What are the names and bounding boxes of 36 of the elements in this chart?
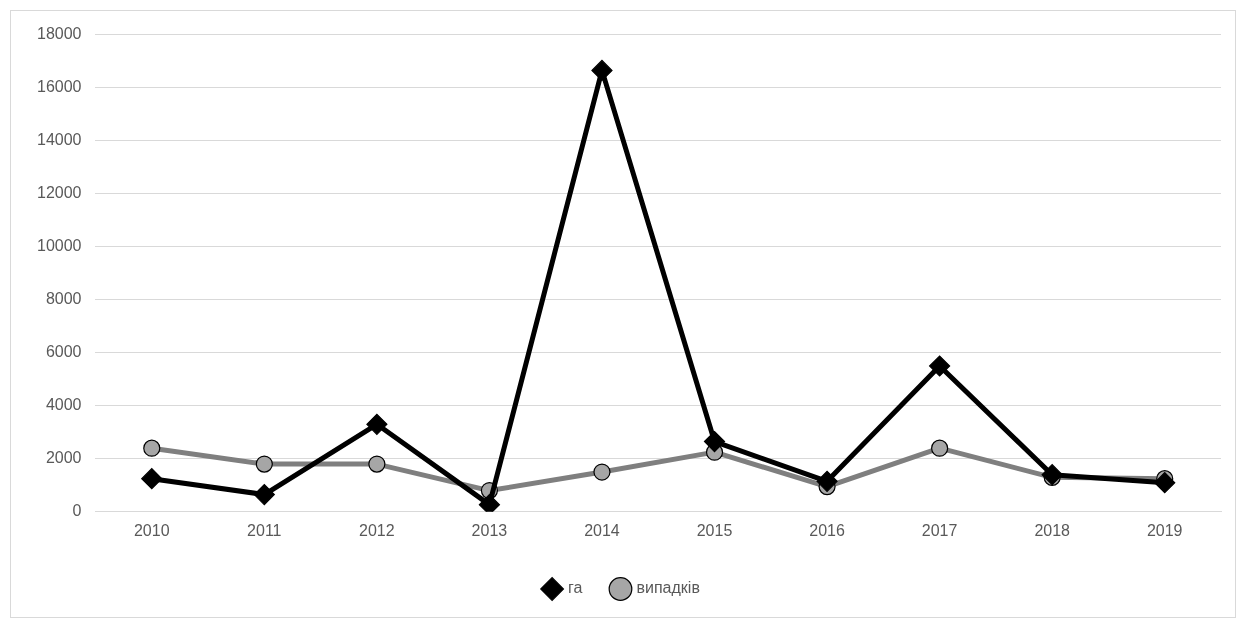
y-tick-label: 4000 <box>45 396 82 414</box>
point <box>1154 472 1176 494</box>
x-tick-label: 2012 <box>359 521 395 539</box>
point <box>366 413 388 435</box>
legend-label: випадків <box>636 579 700 597</box>
x-tick-label: 2011 <box>247 521 282 539</box>
point <box>253 483 275 506</box>
point <box>478 494 501 512</box>
x-tick-label: 2017 <box>921 521 958 539</box>
y-tick-label: 0 <box>72 502 82 520</box>
x-tick-label: 2010 <box>133 521 170 539</box>
point <box>703 430 726 453</box>
x-tick-label: 2016 <box>809 521 845 539</box>
x-tick-label: 2013 <box>471 521 508 539</box>
y-tick-label: 14000 <box>36 131 82 149</box>
point <box>141 468 163 490</box>
y-tick-label: 18000 <box>36 25 82 43</box>
y-tick-label: 2000 <box>45 449 82 467</box>
y-tick-label: 8000 <box>45 290 82 308</box>
point <box>591 59 613 81</box>
y-tick-label: 12000 <box>36 184 82 202</box>
point <box>368 455 386 473</box>
point <box>255 455 273 473</box>
point <box>816 470 838 492</box>
x-tick-label: 2015 <box>696 521 733 539</box>
point <box>143 439 161 457</box>
legend-label: га <box>568 579 583 597</box>
y-tick-label: 10000 <box>36 237 82 255</box>
x-tick-label: 2019 <box>1146 521 1183 539</box>
point <box>593 463 611 481</box>
y-tick-label: 6000 <box>45 343 82 361</box>
x-tick-label: 2014 <box>584 521 620 539</box>
point <box>931 439 949 457</box>
x-tick-label: 2018 <box>1034 521 1071 539</box>
point <box>929 355 951 377</box>
y-tick-label: 16000 <box>36 78 82 96</box>
